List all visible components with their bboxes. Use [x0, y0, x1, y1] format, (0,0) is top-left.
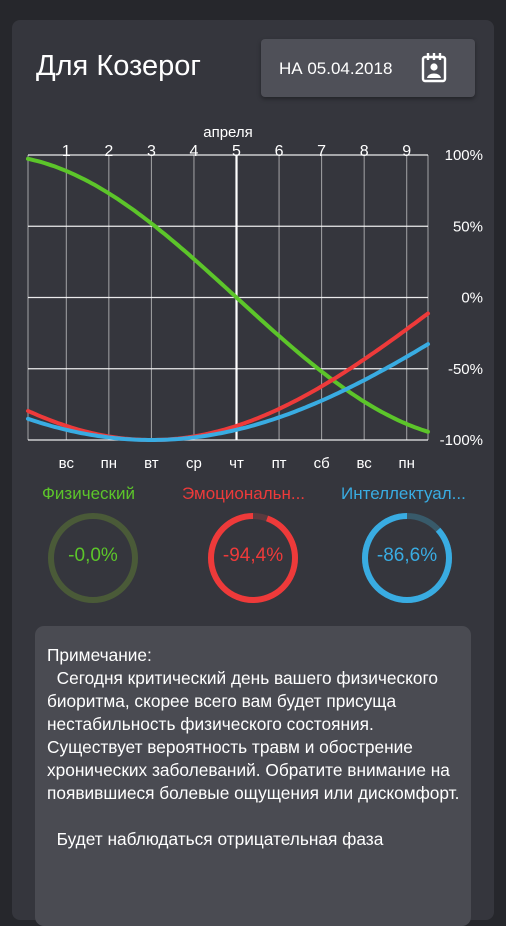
- ring-intellectual-value: -86,6%: [376, 545, 438, 566]
- ring-progress-arc: [362, 513, 452, 603]
- day-number-label: 4: [190, 143, 199, 160]
- ring-progress-arc: [208, 513, 298, 603]
- ring-emotional-value: -94,4%: [222, 545, 284, 566]
- weekday-label: пн: [399, 455, 415, 472]
- chart-labels: апреля 1 2 3 4 5 6 7 8 9 вс пн вт ср чт пт сб вс пн 100% 50%…: [59, 124, 483, 472]
- y-tick-label: 100%: [445, 147, 483, 164]
- y-tick-label: -100%: [440, 432, 483, 449]
- legend-emotional[interactable]: Эмоциональн...: [182, 484, 306, 503]
- day-number-label: 1: [62, 143, 71, 160]
- day-number-label: 8: [360, 143, 369, 160]
- note-panel: Примечание: Сегодня критический день ваш…: [35, 626, 471, 926]
- weekday-label: вс: [59, 455, 75, 472]
- ring-physical-value: -0,0%: [68, 545, 118, 566]
- weekday-label: сб: [314, 455, 330, 472]
- note-text: Примечание: Сегодня критический день ваш…: [47, 645, 460, 849]
- series-physical-line: [26, 156, 430, 434]
- date-picker-button[interactable]: НА 05.04.2018: [261, 39, 475, 97]
- ring-track: [48, 513, 138, 603]
- day-number-label: 3: [147, 143, 156, 160]
- calendar-person-icon: [421, 53, 447, 83]
- weekday-label: вт: [144, 455, 159, 472]
- ring-physical: [48, 513, 138, 603]
- y-tick-label: -50%: [448, 361, 483, 378]
- day-number-label: 7: [317, 143, 326, 160]
- series-intellectual-line: [26, 342, 430, 442]
- chart-series: [26, 156, 430, 442]
- weekday-label: ср: [186, 455, 202, 472]
- day-number-label: 5: [232, 143, 241, 160]
- month-label: апреля: [203, 124, 253, 141]
- y-tick-label: 0%: [461, 290, 483, 307]
- y-tick-label: 50%: [453, 218, 483, 235]
- weekday-label: пт: [272, 455, 287, 472]
- page-title: Для Козерог: [36, 50, 201, 82]
- biorhythm-chart: апреля 1 2 3 4 5 6 7 8 9 вс пн вт ср чт пт сб вс пн 100% 50%…: [26, 124, 483, 472]
- ring-emotional: [208, 513, 298, 603]
- legend-physical[interactable]: Физический: [42, 484, 135, 503]
- chart-grid: [27, 154, 429, 441]
- day-number-label: 6: [275, 143, 284, 160]
- day-number-label: 9: [402, 143, 411, 160]
- legend-intellectual[interactable]: Интеллектуал...: [341, 484, 466, 503]
- weekday-label: чт: [229, 455, 244, 472]
- date-button-label: НА 05.04.2018: [279, 59, 393, 78]
- weekday-label: вс: [357, 455, 373, 472]
- weekday-label: пн: [101, 455, 117, 472]
- day-number-label: 2: [104, 143, 113, 160]
- ring-intellectual: [362, 513, 452, 603]
